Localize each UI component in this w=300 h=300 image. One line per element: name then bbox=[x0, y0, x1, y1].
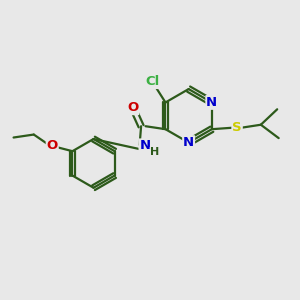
Text: H: H bbox=[150, 147, 160, 158]
Text: S: S bbox=[232, 121, 242, 134]
Text: N: N bbox=[140, 139, 151, 152]
Text: N: N bbox=[183, 136, 194, 149]
Text: O: O bbox=[127, 101, 138, 114]
Text: N: N bbox=[206, 96, 218, 109]
Text: Cl: Cl bbox=[145, 75, 159, 88]
Text: O: O bbox=[46, 139, 58, 152]
